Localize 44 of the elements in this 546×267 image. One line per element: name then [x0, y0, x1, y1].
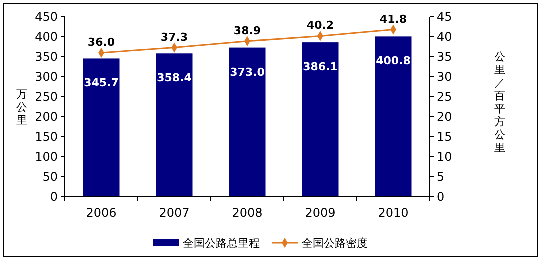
y-tick-label: 300	[35, 70, 58, 84]
y2-tick-label: 25	[437, 90, 452, 104]
y2-tick-label: 30	[437, 70, 452, 84]
data-label: 345.7	[84, 76, 119, 90]
data-label: 386.1	[303, 60, 338, 74]
data-label: 41.8	[380, 12, 408, 26]
legend-label: 全国公路密度	[302, 237, 368, 250]
y-axis-title: 万公里	[16, 88, 28, 127]
y2-tick-label: 0	[437, 190, 445, 204]
bar	[83, 58, 120, 197]
y-tick-label: 50	[42, 170, 58, 184]
x-tick-label: 2006	[86, 206, 117, 220]
x-tick-label: 2008	[232, 206, 263, 220]
y-tick-label: 250	[35, 90, 58, 104]
y-tick-label: 350	[35, 50, 58, 64]
bar	[302, 42, 339, 197]
y2-tick-label: 35	[437, 50, 452, 64]
x-tick-label: 2007	[159, 206, 190, 220]
bar	[229, 48, 266, 197]
y2-tick-label: 10	[437, 150, 452, 164]
y-tick-label: 150	[35, 130, 58, 144]
data-label: 373.0	[230, 66, 266, 79]
y-tick-label: 100	[35, 150, 58, 164]
y2-axis-title: 公里／百平方公里	[494, 50, 506, 154]
y2-tick-label: 20	[437, 110, 452, 124]
y-tick-label: 450	[35, 10, 58, 24]
x-tick-label: 2010	[378, 206, 409, 220]
bar	[375, 36, 412, 197]
legend-label: 全国公路总里程	[183, 237, 260, 250]
y2-tick-label: 45	[437, 10, 452, 24]
data-label: 38.9	[234, 24, 262, 38]
data-label: 40.2	[306, 19, 334, 32]
y-tick-label: 400	[35, 30, 58, 44]
bar	[156, 54, 193, 197]
data-label: 400.8	[376, 54, 411, 68]
y2-tick-label: 15	[437, 130, 452, 144]
y2-tick-label: 5	[437, 170, 445, 184]
data-label: 37.3	[160, 30, 188, 44]
data-label: 36.0	[88, 36, 116, 49]
data-label: 358.4	[157, 72, 192, 85]
y-tick-label: 0	[50, 190, 58, 204]
y2-tick-label: 40	[437, 30, 452, 44]
y-tick-label: 200	[35, 110, 58, 124]
x-tick-label: 2009	[305, 206, 336, 220]
